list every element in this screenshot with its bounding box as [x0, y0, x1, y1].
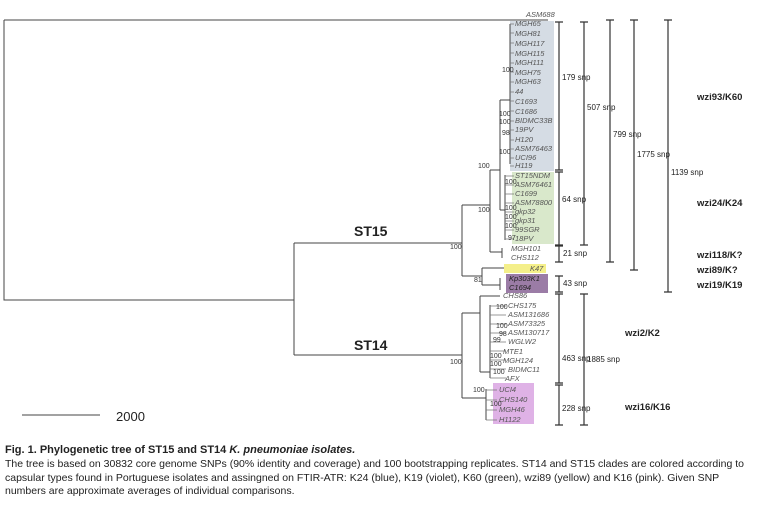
taxon-label: MGH81 [515, 29, 541, 38]
taxon-label: UCI4 [499, 385, 516, 394]
bootstrap-value: 100 [493, 369, 505, 376]
snp-label: 1775 snp [637, 150, 670, 159]
snp-label: 64 snp [562, 195, 587, 204]
taxon-label: MGH101 [511, 244, 541, 253]
bootstrap-value: 100 [496, 323, 508, 330]
bootstrap-value: 100 [490, 401, 502, 408]
capsular-label: wzi93/K60 [696, 92, 742, 103]
taxon-label: H120 [515, 135, 534, 144]
bootstrap-value: 100 [502, 67, 514, 74]
taxon-label: UCI96 [515, 153, 537, 162]
k60-box [510, 21, 554, 171]
k16-box [493, 383, 534, 424]
snp-label: 21 snp [563, 249, 588, 258]
clade-st14-label: ST14 [354, 337, 388, 353]
taxon-label: C1694 [509, 283, 531, 292]
scale-label: 2000 [116, 409, 145, 424]
bootstrap-value: 100 [490, 353, 502, 360]
bootstrap-value: 100 [450, 244, 462, 251]
taxon-label: ASM78800 [514, 198, 553, 207]
bootstrap-value: 100 [499, 149, 511, 156]
taxon-label: CHS140 [499, 395, 528, 404]
bootstrap-value: 100 [505, 214, 517, 221]
taxon-label: MGH124 [503, 356, 533, 365]
taxon-label: 19PV [515, 125, 534, 134]
taxon-label: 44 [515, 87, 523, 96]
taxon-label: CHS175 [508, 301, 537, 310]
taxon-label: ASM73325 [507, 319, 546, 328]
taxon-label: ASM76461 [514, 180, 552, 189]
taxon-label: gkp32 [515, 207, 536, 216]
snp-label: 179 snp [562, 73, 591, 82]
bootstrap-value: 100 [490, 361, 502, 368]
bootstrap-value: 98 [499, 331, 507, 338]
bootstrap-value: 100 [505, 179, 517, 186]
bootstrap-value: 100 [505, 223, 517, 230]
snp-label: 43 snp [563, 279, 588, 288]
taxon-label: MGH75 [515, 68, 542, 77]
taxon-label: MTE1 [503, 347, 523, 356]
taxon-label: ASM131686 [507, 310, 550, 319]
snp-label: 799 snp [613, 130, 642, 139]
taxon-label: CHS86 [503, 291, 528, 300]
bootstrap-value: 100 [478, 207, 490, 214]
taxon-label: MGH117 [515, 39, 545, 48]
bootstrap-value: 99 [493, 337, 501, 344]
capsular-label: wzi19/K19 [696, 280, 742, 291]
taxon-label: AFX [504, 374, 521, 383]
bootstrap-value: 100 [450, 359, 462, 366]
taxon-label: ASM76463 [514, 144, 553, 153]
figure-caption-body: The tree is based on 30832 core genome S… [5, 458, 744, 497]
taxon-label: H1122 [499, 415, 521, 424]
taxon-label: 18PV [515, 234, 534, 243]
taxon-label: C1686 [515, 107, 538, 116]
taxon-label: 99SGR [515, 225, 540, 234]
taxon-label: CHS112 [511, 253, 540, 262]
taxon-label: Kp303K1 [509, 274, 540, 283]
bootstrap-value: 81 [474, 277, 482, 284]
bootstrap-value: 98 [502, 130, 510, 137]
capsular-label: wzi24/K24 [696, 198, 743, 209]
taxon-label: H119 [515, 161, 533, 170]
bootstrap-value: 100 [499, 111, 511, 118]
snp-label: 463 snp [562, 354, 591, 363]
snp-label: 228 snp [562, 404, 591, 413]
bootstrap-value: 100 [499, 119, 511, 126]
taxon-label: BIDMC11 [508, 365, 540, 374]
capsular-label: wzi118/K? [696, 250, 743, 261]
taxon-label: K47 [530, 264, 544, 273]
phylogenetic-tree: ASM688 MGH65 MGH81 MGH117 MGH115 MGH111 … [3, 10, 743, 426]
capsular-label: wzi89/K? [696, 265, 738, 276]
caption-species: K. pneumoniae isolates. [229, 444, 356, 456]
snp-label: 1885 snp [587, 355, 620, 364]
taxon-label: MGH46 [499, 405, 526, 414]
snp-label: 507 snp [587, 103, 616, 112]
taxon-label: ST15NDM [515, 171, 551, 180]
k19-box [506, 274, 548, 293]
figure-caption-title: Fig. 1. Phylogenetic tree of ST15 and ST… [5, 444, 356, 456]
capsular-label: wzi16/K16 [624, 402, 670, 413]
taxon-label: MGH115 [515, 49, 545, 58]
taxon-label: WGLW2 [508, 337, 537, 346]
taxon-label: MGH111 [515, 58, 544, 67]
bootstrap-value: 100 [478, 163, 490, 170]
taxon-label: gkp31 [515, 216, 535, 225]
bootstrap-value: 100 [496, 304, 508, 311]
k24-box [512, 172, 554, 244]
bootstrap-value: 100 [473, 387, 485, 394]
wzi89-box [504, 264, 546, 273]
bootstrap-value: 97 [508, 235, 516, 242]
taxon-label: MGH65 [515, 19, 542, 28]
snp-label: 1139 snp [671, 168, 704, 177]
taxon-label: ASM130717 [507, 328, 550, 337]
outgroup-label: ASM688 [525, 10, 556, 19]
bootstrap-value: 100 [505, 205, 517, 212]
capsular-label: wzi2/K2 [624, 328, 660, 339]
taxon-label: C1699 [515, 189, 538, 198]
taxon-label: BIDMC33B [515, 116, 553, 125]
clade-st15-label: ST15 [354, 223, 388, 239]
taxon-label: C1693 [515, 97, 538, 106]
taxon-label: MGH63 [515, 77, 542, 86]
